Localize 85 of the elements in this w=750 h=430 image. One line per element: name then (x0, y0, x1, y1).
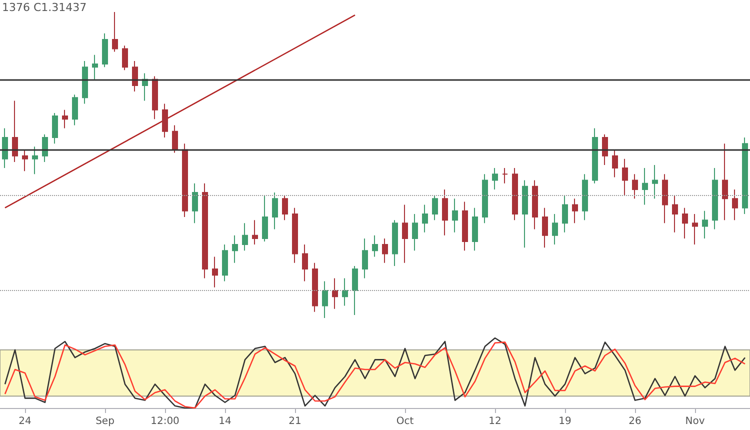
x-tick-label: 19 (558, 416, 572, 427)
candlestick (712, 168, 718, 230)
candlestick (232, 234, 238, 264)
candlestick (622, 158, 628, 196)
candlestick (682, 207, 688, 239)
candlestick (472, 207, 478, 252)
x-tick-label: 21 (288, 416, 302, 427)
candlestick (402, 204, 408, 264)
candlestick (412, 213, 418, 252)
candlestick (732, 188, 738, 221)
candlestick (382, 238, 388, 264)
candlestick (32, 146, 38, 175)
candlestick (432, 195, 438, 221)
candlestick (322, 280, 328, 318)
candlestick (372, 234, 378, 258)
candlestick (352, 265, 358, 316)
candlestick (262, 195, 268, 242)
candlestick (522, 180, 528, 248)
candlestick (702, 210, 708, 239)
candlestick (272, 192, 278, 230)
candlestick (252, 220, 258, 246)
candlestick (132, 60, 138, 92)
annotation: 1376 C1.31437 (2, 1, 87, 14)
candlestick (212, 256, 218, 288)
candlestick (642, 168, 648, 206)
candlestick (312, 262, 318, 312)
candlestick (172, 124, 178, 154)
candlestick (62, 109, 68, 129)
candlestick (152, 76, 158, 120)
candlestick (562, 195, 568, 233)
candlestick (612, 149, 618, 178)
candlestick (202, 182, 208, 279)
candlestick (582, 174, 588, 221)
candlestick (542, 207, 548, 248)
x-tick-label: 14 (218, 416, 232, 427)
candlestick (662, 174, 668, 224)
x-tick-label: 24 (18, 416, 32, 427)
candlestick (332, 278, 338, 310)
candlestick (72, 94, 78, 126)
candlestick (482, 174, 488, 224)
candlestick (512, 168, 518, 221)
candlestick (572, 198, 578, 224)
candlestick (462, 201, 468, 252)
candlestick (12, 100, 18, 162)
candlestick (182, 143, 188, 218)
candlestick (82, 60, 88, 104)
candlestick (292, 207, 298, 264)
x-tick-label: 12 (488, 416, 502, 427)
x-tick-label: Nov (685, 416, 705, 427)
candlestick (362, 238, 368, 279)
candlestick (122, 45, 128, 71)
candlestick (742, 136, 748, 214)
candlestick (22, 149, 28, 172)
candlestick (722, 143, 728, 221)
candlestick (502, 168, 508, 184)
x-tick-label: Sep (96, 416, 114, 427)
candlestick (52, 112, 58, 144)
candlestick (392, 220, 398, 266)
candlestick (302, 244, 308, 282)
candlestick (112, 12, 118, 52)
candlestick (422, 204, 428, 233)
candlestick (552, 213, 558, 246)
candlestick (192, 182, 198, 224)
candlestick (692, 213, 698, 246)
candlestick (652, 164, 658, 200)
candlestick (42, 134, 48, 162)
candlestick (452, 198, 458, 233)
candlestick (672, 195, 678, 233)
candlestick (92, 54, 98, 80)
candlestick (222, 244, 228, 282)
candlestick (632, 174, 638, 200)
candlestick (242, 222, 248, 252)
candlestick (102, 32, 108, 68)
candlestick (532, 180, 538, 230)
candlestick (592, 128, 598, 184)
candlestick (442, 188, 448, 236)
x-tick-label: 12:00 (150, 416, 180, 427)
candlestick (492, 168, 498, 190)
candlestick (162, 103, 168, 138)
x-tick-label: 26 (628, 416, 642, 427)
candlestick (2, 128, 8, 169)
candlestick (282, 195, 288, 221)
x-tick-label: Oct (396, 416, 414, 427)
candlestick (602, 134, 608, 166)
candlestick (342, 278, 348, 306)
